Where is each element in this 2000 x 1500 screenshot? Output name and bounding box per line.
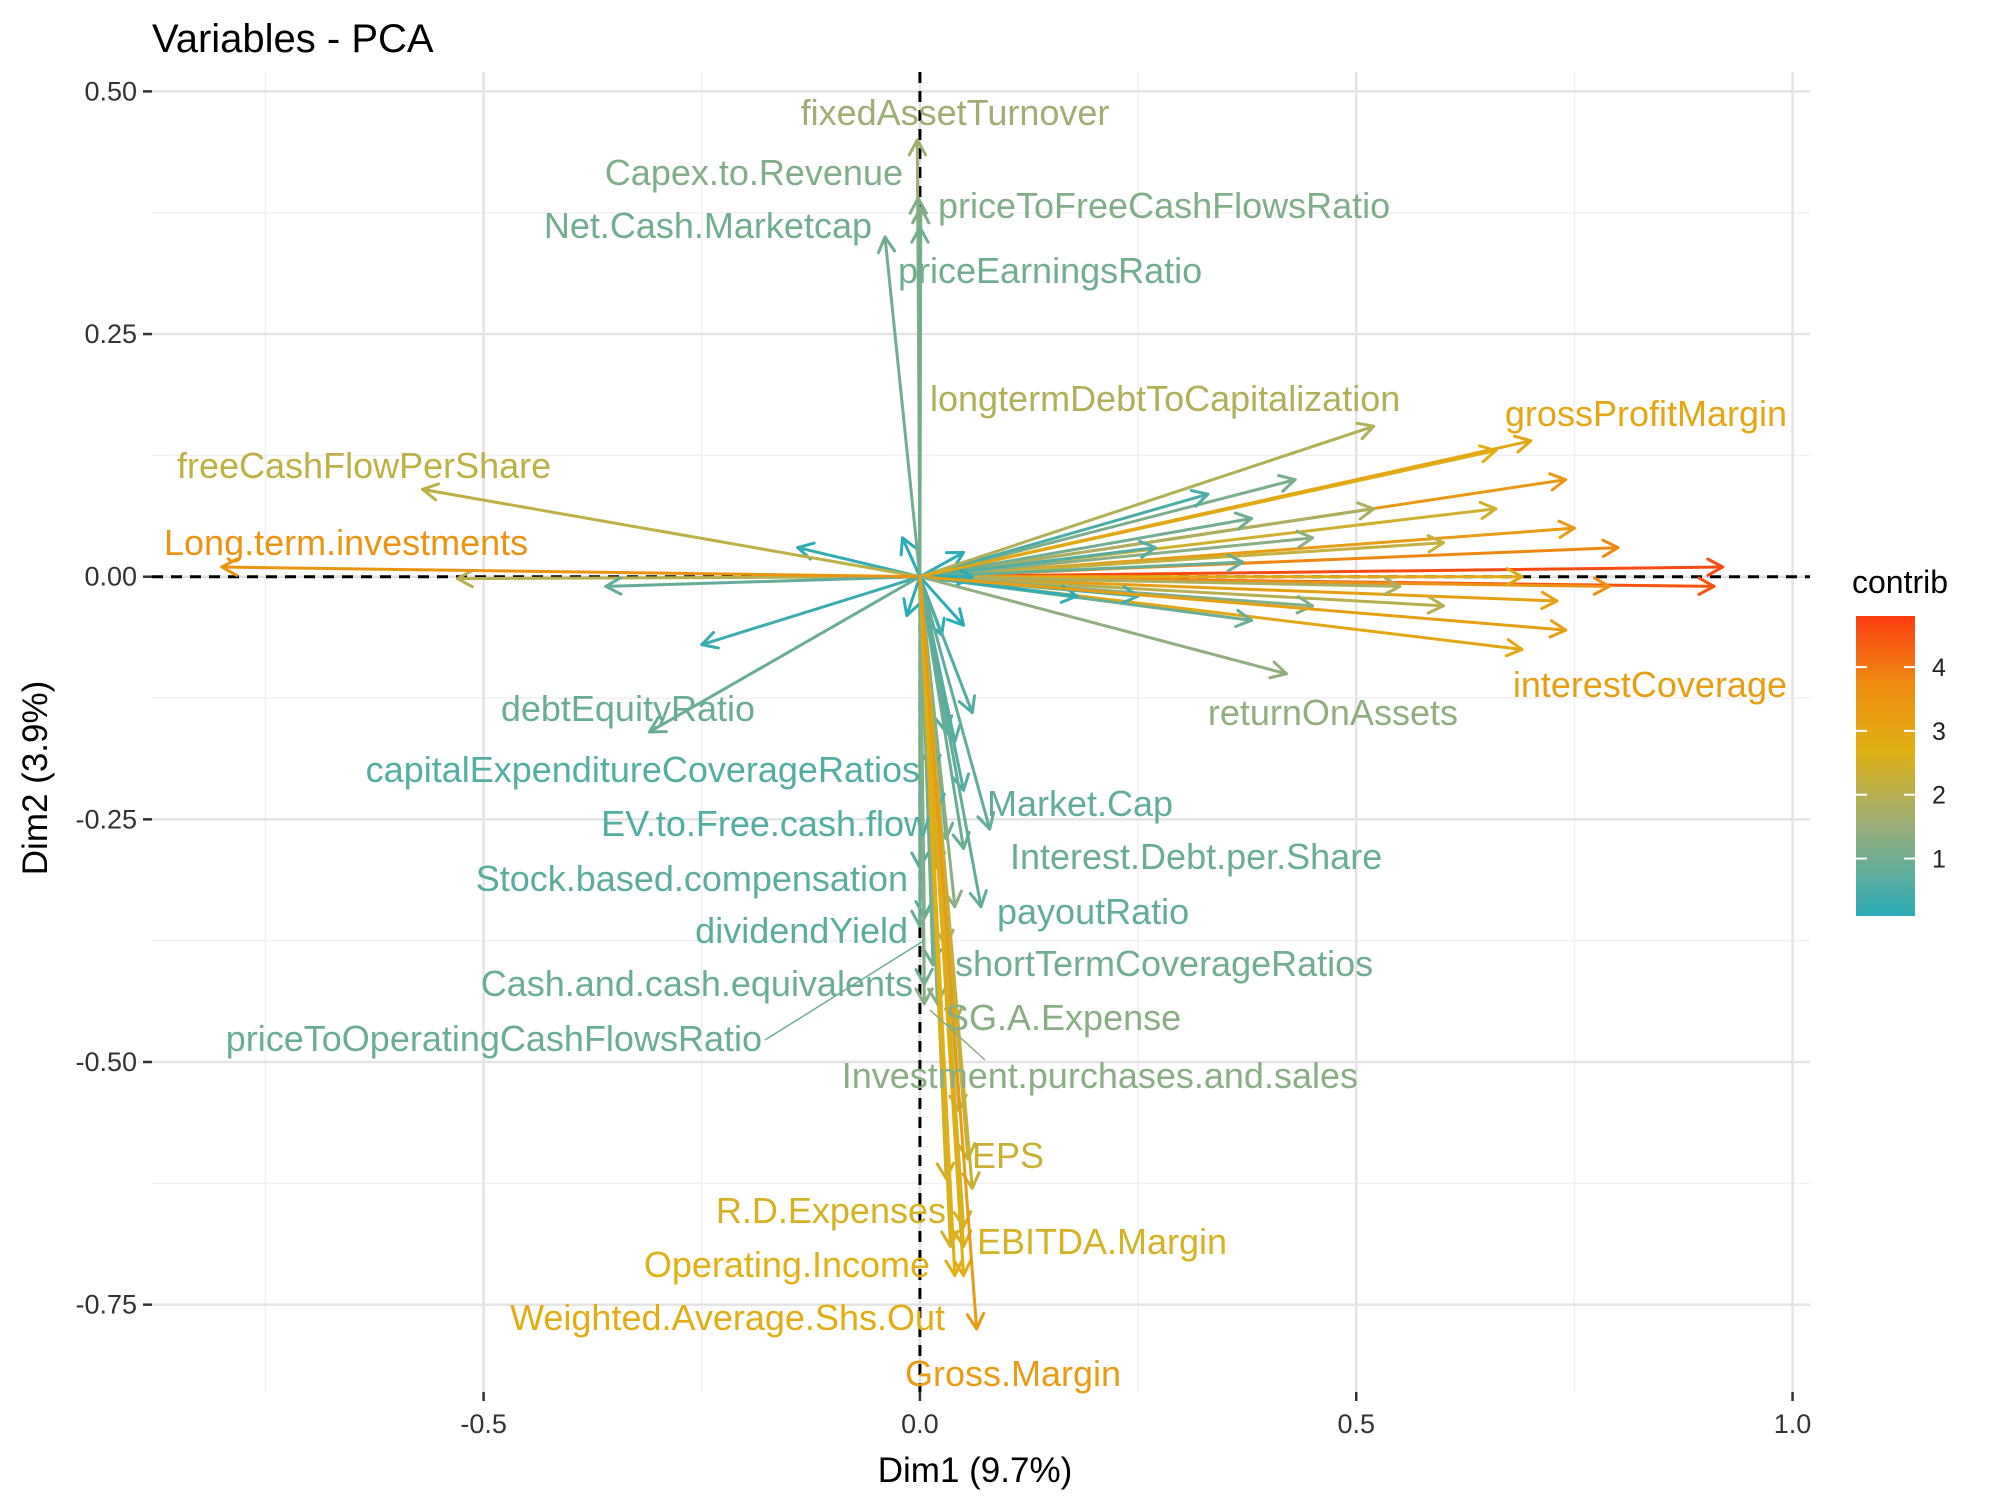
variable-arrow [918, 529, 1315, 579]
variable-arrow-payoutratio [918, 575, 988, 909]
variable-arrow-gross-margin [918, 575, 986, 1331]
legend-ticks: 1 2 3 4 [1856, 654, 1946, 874]
legend-tick-label: 4 [1932, 654, 1946, 682]
label-pricetooperatingcashflowsratio: priceToOperatingCashFlowsRatio [226, 1018, 762, 1059]
legend-title: contrib [1852, 564, 1948, 600]
variable-arrow [918, 575, 966, 627]
variable-arrow-longtermdebttocapitalization [918, 421, 1376, 579]
label-interestcoverage: interestCoverage [1513, 664, 1787, 705]
variable-arrow [700, 575, 922, 650]
label-leader-pricetooperatingcashflowsratio [764, 939, 926, 1041]
variable-arrow [899, 536, 922, 579]
y-tick-label: 0.50 [84, 76, 137, 106]
y-axis-title: Dim2 (3.9%) [16, 681, 55, 875]
variable-arrow [918, 539, 1158, 579]
label-grossprofitmargin: grossProfitMargin [1505, 393, 1787, 434]
variable-arrow [918, 575, 1559, 611]
label-gross-margin: Gross.Margin [905, 1353, 1121, 1394]
variable-arrow [918, 553, 1245, 579]
variable-arrow-net-cash-marketcap [876, 235, 922, 579]
label-market-cap: Market.Cap [987, 783, 1173, 824]
x-tick-label: 0.5 [1337, 1409, 1375, 1439]
variable-arrow [918, 550, 966, 579]
label-sg-a-expense: SG.A.Expense [945, 997, 1181, 1038]
label-payoutratio: payoutRatio [997, 891, 1189, 932]
label-leader-investment-purchases-and-sales [929, 1009, 986, 1061]
label-r-d-expenses: R.D.Expenses [716, 1190, 946, 1231]
legend-tick-label: 3 [1932, 718, 1946, 746]
label-fixedassetturnover: fixedAssetTurnover [801, 92, 1110, 133]
label-priceearningsratio: priceEarningsRatio [898, 250, 1202, 291]
label-ev-to-free-cash-flow: EV.to.Free.cash.flow [601, 803, 931, 844]
variable-arrow-debtequityratio [647, 575, 922, 734]
label-freecashflowpershare: freeCashFlowPerShare [177, 445, 551, 486]
variable-arrow-investment-purchases-and-sales [914, 575, 934, 1006]
label-eps: EPS [972, 1135, 1044, 1176]
label-long-term-investments: Long.term.investments [164, 522, 528, 563]
label-longtermdebttocapitalization: longtermDebtToCapitalization [930, 378, 1400, 419]
x-axis-title: Dim1 (9.7%) [878, 1451, 1072, 1490]
x-tick-label: 1.0 [1774, 1409, 1812, 1439]
variable-arrow [918, 575, 1445, 615]
chart-title: Variables - PCA [152, 17, 434, 61]
label-dividendyield: dividendYield [695, 910, 908, 951]
variable-arrows [220, 138, 1725, 1331]
variable-arrow-interestcoverage [918, 575, 1568, 639]
label-pricetofreecashflowsratio: priceToFreeCashFlowsRatio [938, 185, 1390, 226]
variable-arrow-grossprofitmargin [918, 434, 1533, 579]
label-interest-debt-per-share: Interest.Debt.per.Share [1010, 836, 1382, 877]
legend-colorbar [1856, 616, 1915, 916]
legend: contrib 1 2 3 4 [1852, 564, 1948, 916]
label-capitalexpenditurecoverageratios: capitalExpenditureCoverageRatios [366, 749, 920, 790]
variable-arrow [902, 575, 922, 618]
y-tick-label: 0.00 [84, 562, 137, 592]
label-weighted-average-shs-out: Weighted.Average.Shs.Out [510, 1297, 945, 1338]
variable-labels: fixedAssetTurnover Capex.to.Revenue priceT… [164, 92, 1787, 1394]
variable-arrow [918, 575, 977, 715]
variable-arrow [918, 575, 1402, 596]
variable-arrow [918, 557, 1725, 579]
legend-tick-label: 1 [1932, 846, 1946, 874]
label-cash-and-cash-equivalents: Cash.and.cash.equivalents [481, 963, 913, 1004]
x-tick-label: 0.0 [901, 1409, 939, 1439]
variable-arrow-market-cap [918, 575, 996, 831]
label-operating-income: Operating.Income [644, 1244, 930, 1285]
legend-tick-label: 2 [1932, 782, 1946, 810]
y-tick-label: -0.75 [75, 1290, 137, 1320]
axes: -0.5 0.0 0.5 1.0 0.50 0.25 0.00 -0.25 -0.50 -0.75 [75, 76, 1811, 1439]
label-returnonassets: returnOnAssets [1208, 692, 1458, 733]
variable-arrow-long-term-investments [220, 557, 922, 579]
x-tick-label: -0.5 [460, 1409, 507, 1439]
variable-arrow-priceearningsratio [910, 225, 930, 579]
variable-arrow [918, 567, 1524, 587]
label-net-cash-marketcap: Net.Cash.Marketcap [544, 205, 872, 246]
label-stock-based-compensation: Stock.based.compensation [476, 858, 908, 899]
variable-arrow [918, 488, 1210, 579]
variable-arrow [918, 534, 1445, 579]
y-tick-label: -0.50 [75, 1047, 137, 1077]
variable-arrow-weighted-average-shs-out [918, 575, 973, 1278]
variable-arrow [604, 575, 922, 596]
y-tick-label: 0.25 [84, 319, 137, 349]
label-capex-to-revenue: Capex.to.Revenue [605, 152, 903, 193]
label-ebitda-margin: EBITDA.Margin [977, 1221, 1227, 1262]
label-shorttermcoverageratios: shortTermCoverageRatios [955, 943, 1373, 984]
label-debtequityratio: debtEquityRatio [501, 688, 755, 729]
variable-arrow-freecashflowpershare [421, 482, 922, 579]
variable-arrow [918, 511, 1254, 579]
y-tick-label: -0.25 [75, 804, 137, 834]
label-investment-purchases-and-sales: Investment.purchases.and.sales [842, 1055, 1358, 1096]
variable-arrow [918, 473, 1297, 579]
variable-arrow-returnonassets [918, 575, 1288, 680]
